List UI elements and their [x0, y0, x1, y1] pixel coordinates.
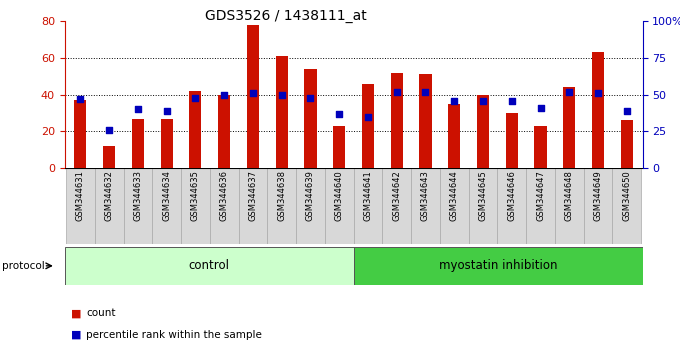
Point — [305, 95, 316, 101]
Point — [535, 105, 546, 111]
Text: GSM344643: GSM344643 — [421, 170, 430, 221]
Point — [449, 98, 460, 103]
Bar — [103, 146, 115, 168]
Bar — [267, 168, 296, 244]
Point — [161, 108, 172, 114]
Point — [219, 92, 230, 97]
Text: GSM344633: GSM344633 — [133, 170, 142, 222]
Text: GSM344635: GSM344635 — [191, 170, 200, 221]
Bar — [420, 74, 432, 168]
Bar — [354, 168, 382, 244]
Bar — [333, 126, 345, 168]
Bar — [152, 168, 181, 244]
Text: GSM344650: GSM344650 — [622, 170, 631, 221]
Text: GSM344648: GSM344648 — [565, 170, 574, 221]
Point — [622, 108, 632, 114]
Bar — [95, 168, 124, 244]
Bar — [583, 168, 613, 244]
Text: GSM344638: GSM344638 — [277, 170, 286, 222]
Bar — [563, 87, 575, 168]
Bar — [275, 56, 288, 168]
Point — [477, 98, 488, 103]
Bar — [621, 120, 633, 168]
Bar — [469, 168, 497, 244]
Text: GSM344639: GSM344639 — [306, 170, 315, 221]
Text: GSM344632: GSM344632 — [105, 170, 114, 221]
Bar — [613, 168, 641, 244]
Bar — [354, 247, 643, 285]
Bar — [362, 84, 374, 168]
Text: GSM344646: GSM344646 — [507, 170, 516, 221]
Bar — [132, 119, 144, 168]
Point — [362, 114, 373, 120]
Point — [420, 89, 431, 95]
Text: GSM344634: GSM344634 — [163, 170, 171, 221]
Point — [276, 92, 287, 97]
Bar — [391, 73, 403, 168]
Text: GDS3526 / 1438111_at: GDS3526 / 1438111_at — [205, 9, 367, 23]
Bar — [190, 91, 201, 168]
Bar — [592, 52, 604, 168]
Text: ■: ■ — [71, 330, 82, 339]
Bar — [181, 168, 210, 244]
Text: GSM344644: GSM344644 — [449, 170, 459, 221]
Point — [564, 89, 575, 95]
Bar — [555, 168, 583, 244]
Bar — [296, 168, 325, 244]
Text: ■: ■ — [71, 308, 82, 318]
Point — [592, 90, 603, 96]
Text: count: count — [86, 308, 116, 318]
Bar — [440, 168, 469, 244]
Point — [104, 127, 115, 133]
Bar — [534, 126, 547, 168]
Bar — [477, 95, 489, 168]
Text: GSM344637: GSM344637 — [248, 170, 258, 222]
Text: GSM344649: GSM344649 — [594, 170, 602, 221]
Text: GSM344645: GSM344645 — [479, 170, 488, 221]
Point — [190, 95, 201, 101]
Text: GSM344636: GSM344636 — [220, 170, 228, 222]
Bar — [382, 168, 411, 244]
Point — [507, 98, 517, 103]
Bar — [448, 104, 460, 168]
Bar — [66, 168, 95, 244]
Point — [133, 107, 143, 112]
Bar — [526, 168, 555, 244]
Bar — [210, 168, 239, 244]
Text: GSM344647: GSM344647 — [536, 170, 545, 221]
Point — [334, 111, 345, 116]
Text: GSM344631: GSM344631 — [76, 170, 85, 221]
Bar — [160, 119, 173, 168]
Bar — [218, 95, 231, 168]
Bar — [325, 168, 354, 244]
Text: GSM344641: GSM344641 — [364, 170, 373, 221]
Bar — [411, 168, 440, 244]
Bar — [74, 100, 86, 168]
Point — [75, 96, 86, 102]
Text: GSM344640: GSM344640 — [335, 170, 343, 221]
Bar — [124, 168, 152, 244]
Text: myostatin inhibition: myostatin inhibition — [439, 259, 558, 272]
Bar — [305, 69, 316, 168]
Bar — [506, 113, 517, 168]
Text: GSM344642: GSM344642 — [392, 170, 401, 221]
Bar — [65, 247, 354, 285]
Point — [391, 89, 402, 95]
Bar — [247, 25, 259, 168]
Point — [248, 90, 258, 96]
Bar — [497, 168, 526, 244]
Text: protocol: protocol — [2, 261, 45, 271]
Text: percentile rank within the sample: percentile rank within the sample — [86, 330, 262, 339]
Text: control: control — [188, 259, 230, 272]
Bar — [239, 168, 267, 244]
